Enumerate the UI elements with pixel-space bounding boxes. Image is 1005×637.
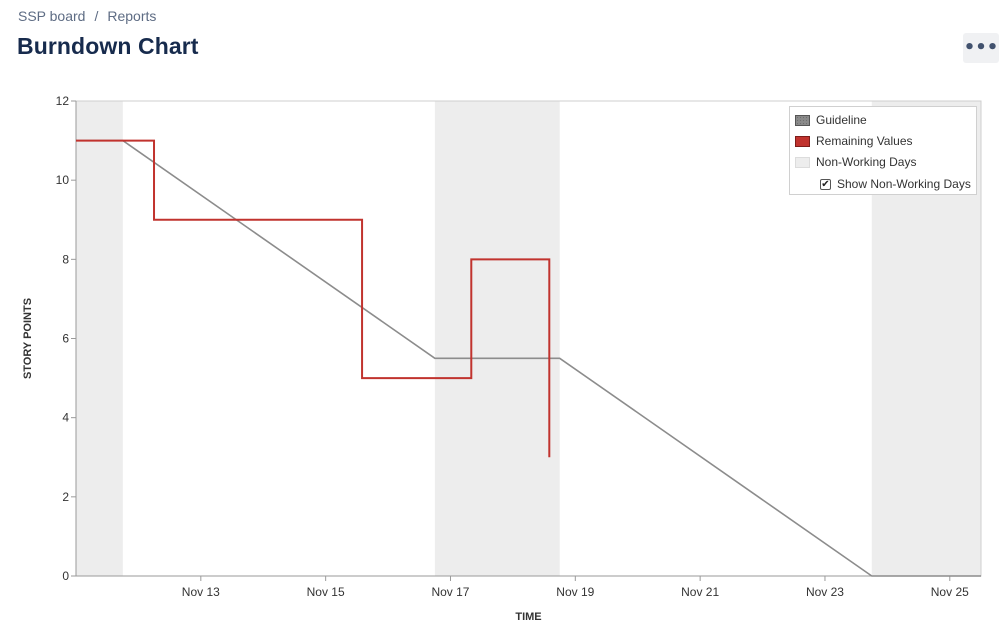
y-tick-label: 4 xyxy=(62,411,69,425)
y-axis-label: STORY POINTS xyxy=(22,298,34,379)
y-tick-label: 2 xyxy=(62,490,69,504)
x-tick-label: Nov 23 xyxy=(806,585,844,599)
x-tick-label: Nov 17 xyxy=(431,585,469,599)
more-actions-button[interactable]: ••• xyxy=(963,33,999,63)
more-icon: ••• xyxy=(963,37,999,58)
x-tick-label: Nov 15 xyxy=(307,585,345,599)
breadcrumb-board-link[interactable]: SSP board xyxy=(18,8,86,24)
x-tick-label: Nov 25 xyxy=(931,585,969,599)
legend-item-guideline[interactable]: Guideline xyxy=(795,113,867,127)
x-axis-label: TIME xyxy=(515,611,541,623)
legend-non-working-label: Non-Working Days xyxy=(816,155,917,169)
remaining-values-series-line xyxy=(76,139,551,458)
y-tick-label: 10 xyxy=(56,173,70,187)
y-tick-label: 0 xyxy=(62,569,69,583)
page-title: Burndown Chart xyxy=(17,33,199,59)
show-non-working-days-label: Show Non-Working Days xyxy=(837,177,971,191)
guideline-swatch xyxy=(795,114,810,126)
y-tick-label: 8 xyxy=(62,252,69,266)
breadcrumb-reports-link[interactable]: Reports xyxy=(107,8,157,24)
x-tick-label: Nov 19 xyxy=(556,585,594,599)
legend-guideline-label: Guideline xyxy=(816,113,867,127)
checkbox-checked-icon[interactable]: ✔ xyxy=(820,178,831,190)
remaining-swatch xyxy=(795,135,810,147)
y-tick-label: 12 xyxy=(56,94,70,108)
legend-remaining-label: Remaining Values xyxy=(816,134,913,148)
non-working-swatch xyxy=(795,156,810,168)
legend-item-non-working[interactable]: Non-Working Days xyxy=(795,155,916,169)
show-non-working-days-toggle[interactable]: ✔ Show Non-Working Days xyxy=(820,177,971,191)
chart-legend: Guideline Remaining Values Non-Working D… xyxy=(789,106,977,195)
breadcrumb: SSP board / Reports xyxy=(18,8,156,24)
non-working-band-0 xyxy=(76,101,123,576)
non-working-band-1 xyxy=(434,101,560,576)
y-tick-label: 6 xyxy=(62,332,69,346)
breadcrumb-separator: / xyxy=(94,8,99,24)
x-tick-label: Nov 13 xyxy=(182,585,220,599)
x-tick-label: Nov 21 xyxy=(681,585,719,599)
legend-item-remaining[interactable]: Remaining Values xyxy=(795,134,913,148)
